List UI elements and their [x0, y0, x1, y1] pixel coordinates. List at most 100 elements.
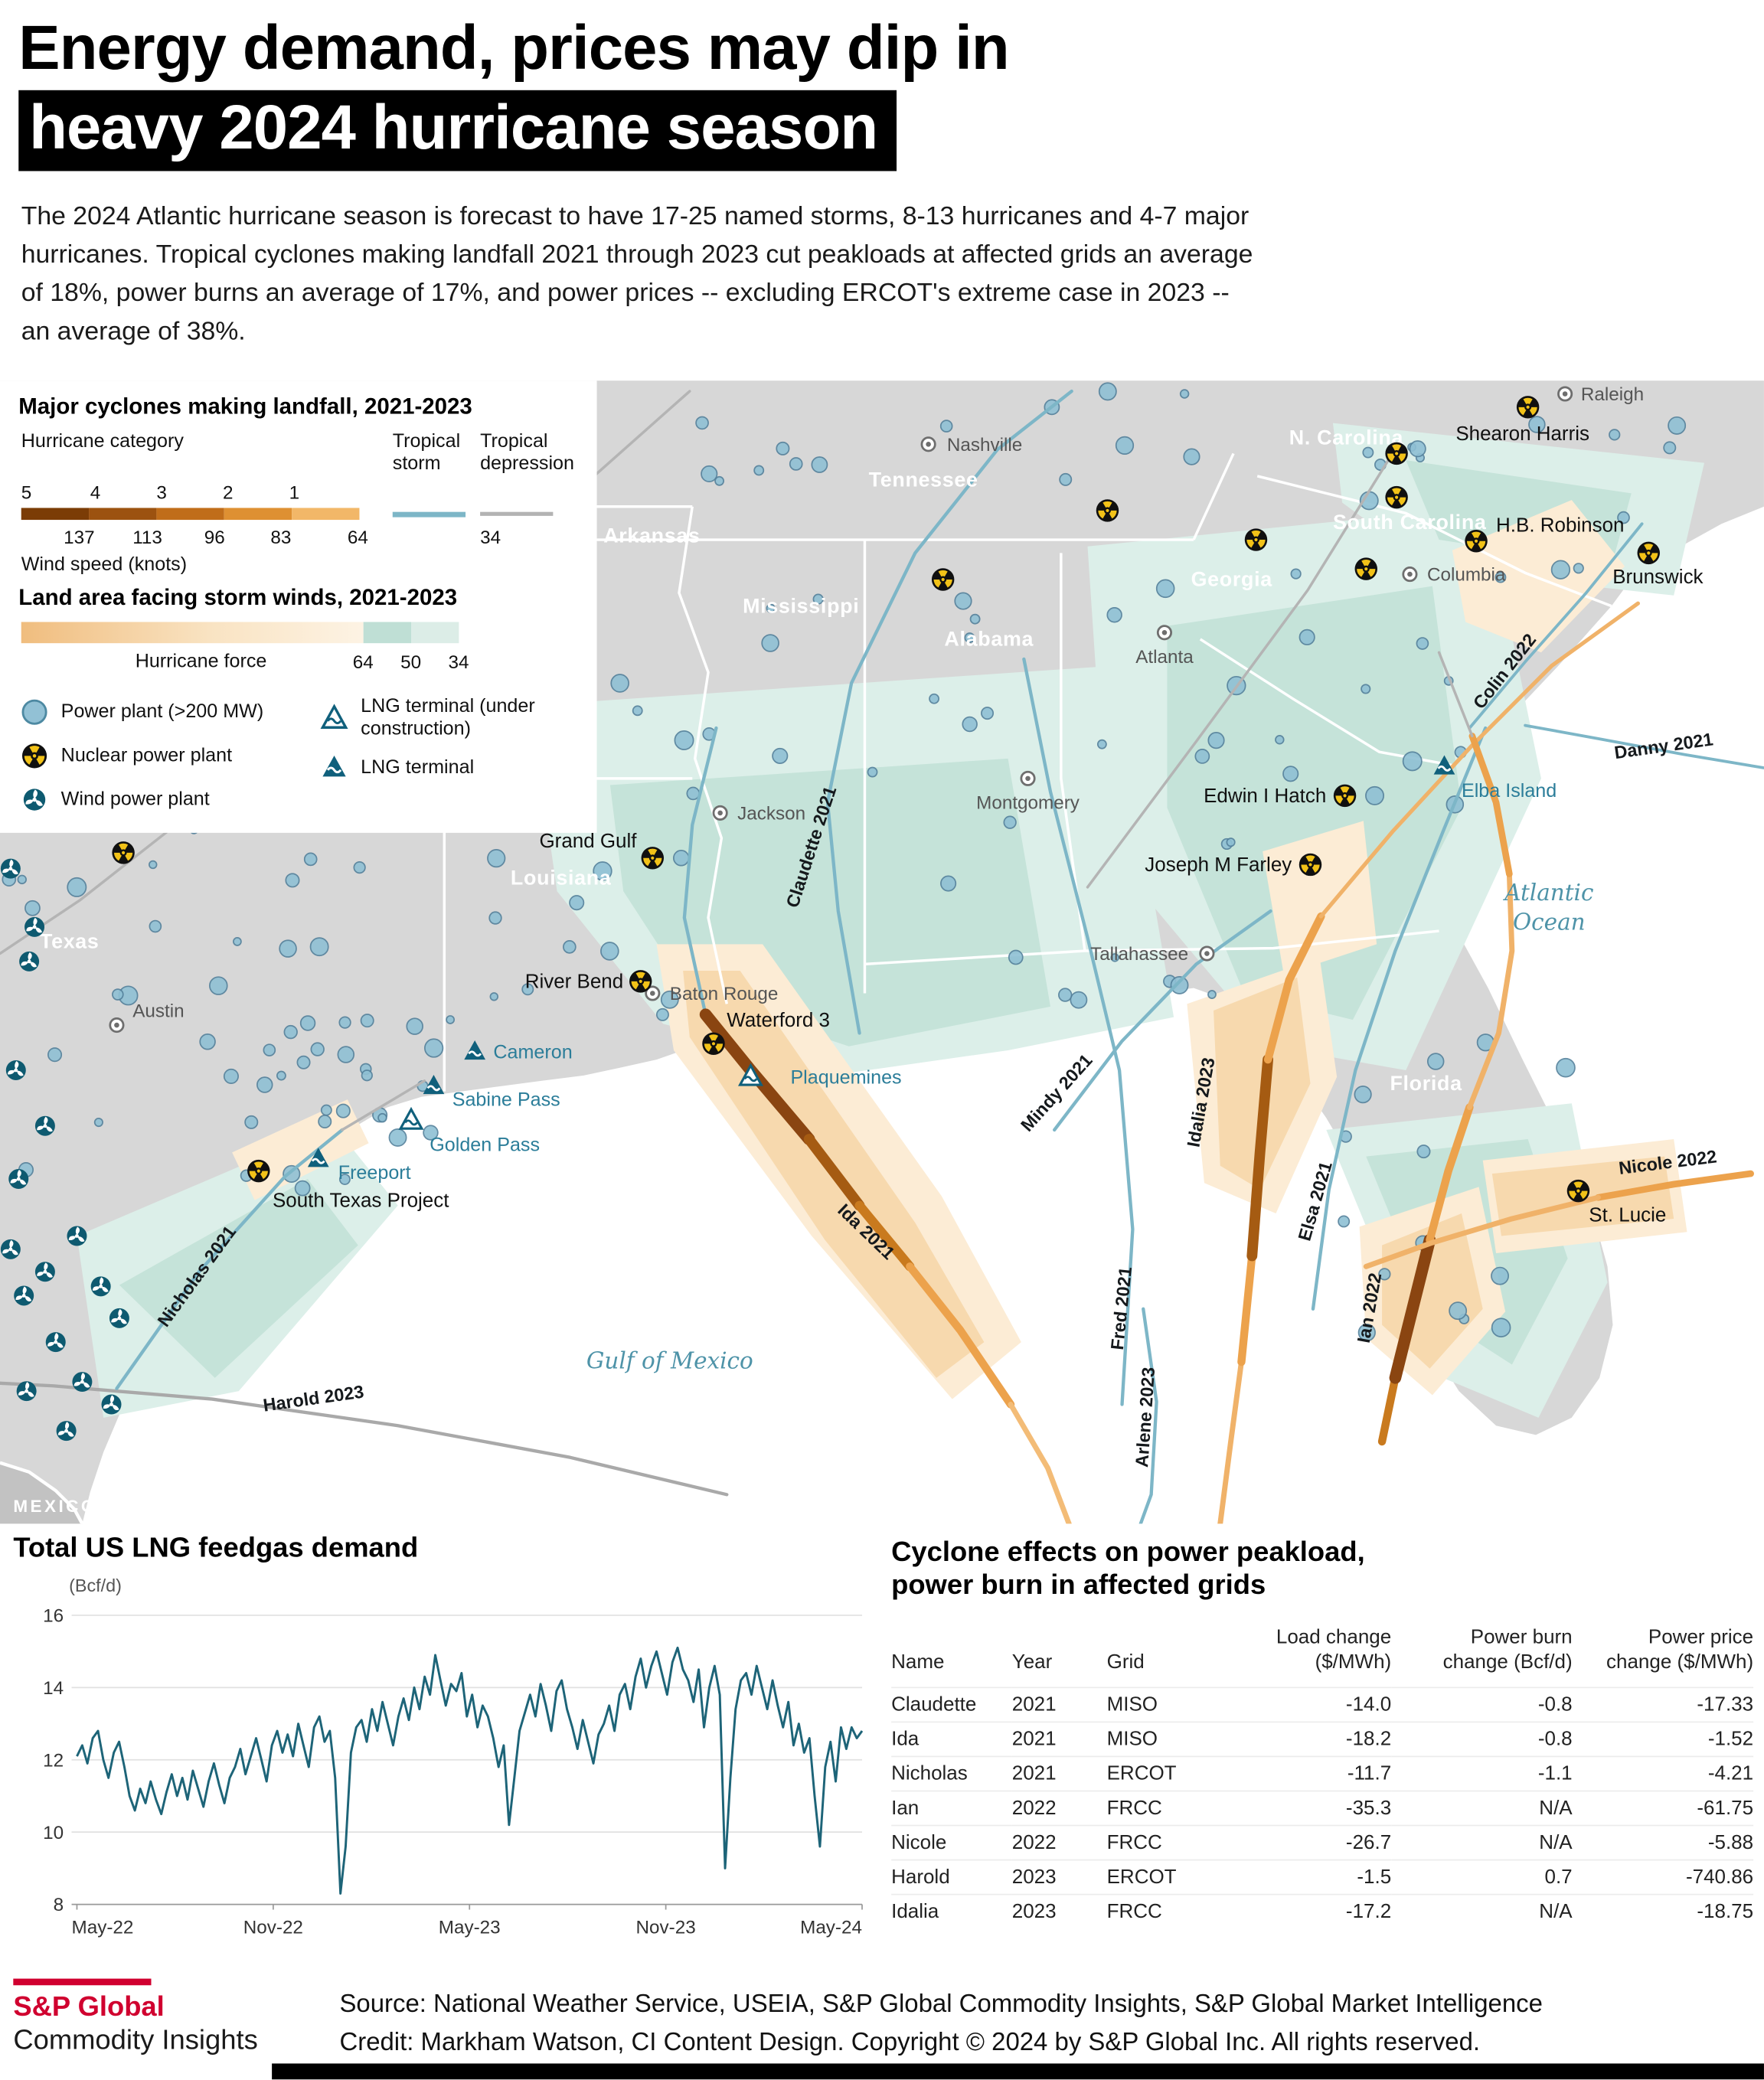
power-plant-dot	[294, 1180, 311, 1197]
power-plant-dot	[940, 875, 957, 892]
nuclear-plant-icon	[1354, 557, 1377, 580]
table-col-header: Power price change ($/MWh)	[1606, 1626, 1754, 1674]
wind-speed-tick: 34	[480, 526, 501, 548]
nuclear-plant-label: Waterford 3	[727, 1008, 830, 1031]
table-cell: -11.7	[1218, 1755, 1392, 1791]
table-cell: Nicole	[891, 1824, 1012, 1860]
nuclear-plant-label: Shearon Harris	[1455, 422, 1589, 445]
lng-terminal-label: Elba Island	[1462, 780, 1557, 802]
table-cell: Harold	[891, 1859, 1012, 1895]
header: Energy demand, prices may dip in heavy 2…	[0, 0, 1764, 351]
lng-demand-line	[76, 1647, 864, 1896]
power-plant-dot	[1528, 416, 1546, 433]
nuclear-plant-label: Brunswick	[1612, 565, 1704, 588]
headline-line2: heavy 2024 hurricane season	[18, 90, 897, 172]
power-plant-dot	[309, 937, 329, 957]
tropical-depression-label: Tropical depression	[480, 430, 574, 475]
lng-terminal-under-construction-icon	[399, 1108, 423, 1130]
power-plant-dot	[1298, 629, 1315, 645]
table-cell: 2022	[1011, 1790, 1107, 1826]
table-cell: 2022	[1011, 1824, 1107, 1860]
city-marker-dot	[114, 1022, 119, 1028]
power-plant-dot	[353, 860, 366, 874]
category-number: 4	[90, 481, 101, 503]
power-plant-dot	[377, 1112, 387, 1123]
state-border	[1192, 452, 1235, 540]
storm-track	[1466, 871, 1515, 1110]
table-cell: -5.88	[1572, 1824, 1754, 1860]
nuclear-plant-icon	[1298, 853, 1322, 877]
nuclear-plant-label: South Texas Project	[273, 1188, 449, 1211]
power-plant-dot	[1449, 1301, 1468, 1321]
power-plant-dot	[1059, 472, 1073, 486]
category-number: 1	[289, 481, 300, 503]
city-label: Nashville	[947, 435, 1022, 456]
city-marker-dot	[1204, 951, 1210, 956]
city-label: Raleigh	[1581, 384, 1644, 405]
wind-plant-icon	[5, 1060, 26, 1080]
legend-item-lng-uc: LNG terminal (under construction)	[318, 696, 576, 740]
intro-paragraph: The 2024 Atlantic hurricane season is fo…	[21, 201, 1253, 346]
power-plant-dot	[1491, 1318, 1511, 1338]
power-plant-dot	[1070, 991, 1088, 1009]
power-plant-dot	[338, 1174, 351, 1185]
state-label: Florida	[1390, 1072, 1462, 1095]
zone-color-bar	[21, 622, 459, 644]
power-plant-dot	[283, 1024, 298, 1040]
table-col-header: Power burn change (Bcf/d)	[1442, 1626, 1573, 1674]
power-plant-dot	[1098, 382, 1117, 401]
map-section: Tennessee Arkansas Mississippi Alabama Georg…	[0, 380, 1764, 1524]
wind-plant-icon	[14, 1285, 34, 1306]
table-cell: -35.3	[1218, 1790, 1392, 1826]
storm-track	[1086, 456, 1392, 889]
chart-unit-label: (Bcf/d)	[69, 1576, 122, 1595]
bottom-bar	[272, 2063, 1764, 2080]
storm-wind-zone	[1167, 586, 1462, 1020]
power-plant-dot	[1110, 953, 1119, 962]
table-cell: FRCC	[1106, 1790, 1219, 1826]
power-plant-dot	[24, 900, 41, 916]
nuclear-plant-icon	[247, 1159, 270, 1183]
state-border	[1084, 929, 1439, 952]
power-plant-dot	[1275, 735, 1285, 745]
power-plant-dot	[701, 465, 718, 483]
storm-wind-zone	[1263, 821, 1377, 975]
power-plant-dot	[939, 420, 953, 433]
power-plant-dot	[954, 592, 972, 610]
state-label: MEXICO	[13, 1497, 97, 1516]
chart-title: Total US LNG feedgas demand	[13, 1533, 419, 1564]
wind-plant-icon	[72, 1372, 93, 1393]
wind-plant-icon	[8, 1169, 29, 1190]
wind-plant-icon	[45, 1332, 66, 1353]
table-cell: MISO	[1106, 1687, 1219, 1722]
nuclear-plant-label: St. Lucie	[1589, 1203, 1666, 1226]
power-plant-dot	[1207, 990, 1217, 999]
power-plant-dot	[776, 441, 790, 456]
power-plant-dot	[1282, 766, 1299, 782]
power-plant-dot	[600, 942, 619, 961]
power-plant-dot	[149, 919, 162, 933]
storm-track-label: Fred 2021	[1107, 1265, 1135, 1350]
lng-terminal-label: Sabine Pass	[452, 1089, 560, 1111]
table-cell: ERCOT	[1106, 1755, 1219, 1791]
state-border	[678, 506, 728, 1004]
table-cell: -740.86	[1572, 1859, 1754, 1895]
nuclear-plant-icon	[931, 568, 955, 591]
wind-plant-icon	[19, 951, 40, 971]
storm-track	[1217, 1359, 1244, 1524]
power-plant-dot	[1155, 579, 1175, 599]
storm-wind-zone-scale: Hurricane force 64 50 34	[18, 622, 578, 680]
power-plant-dot	[867, 766, 878, 778]
power-plant-dot	[149, 860, 158, 870]
international-border	[0, 1461, 84, 1524]
category-number: 5	[21, 481, 32, 503]
table-title-line2: power burn in affected grids	[891, 1570, 1266, 1602]
city-label: Montgomery	[976, 793, 1080, 814]
power-plant-dot	[1058, 988, 1073, 1002]
power-plant-dot	[1617, 511, 1630, 524]
storm-track	[906, 1262, 1015, 1409]
lng-terminal-label: Plaquemines	[790, 1066, 901, 1088]
legend-symbols: Power plant (>200 MW) Nuclear power plan…	[18, 696, 578, 827]
power-plant-dot	[244, 1115, 259, 1129]
table-cell: Claudette	[891, 1687, 1012, 1722]
